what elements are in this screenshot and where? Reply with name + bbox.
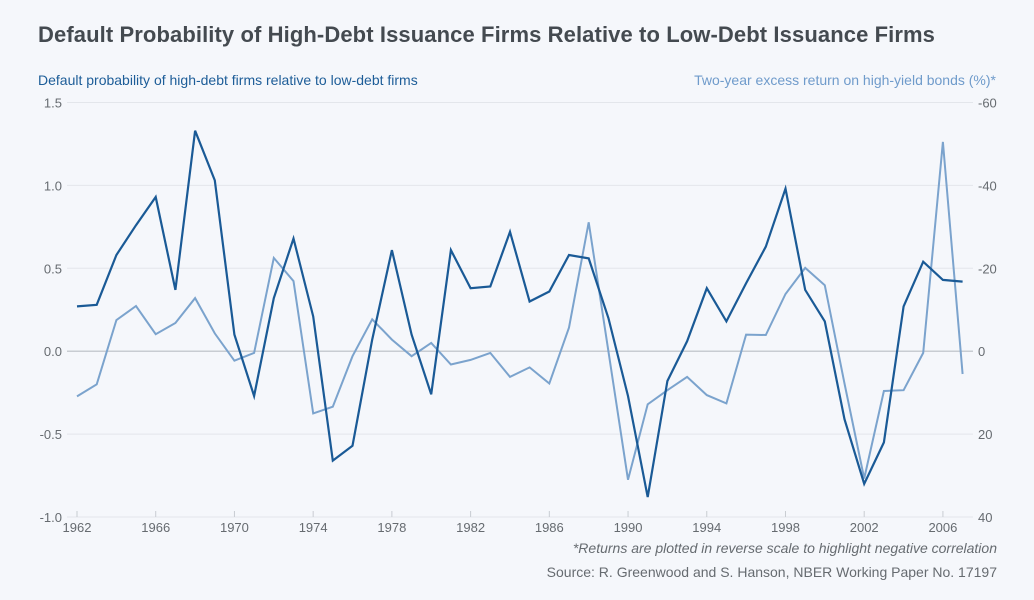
right-tick-label: 40 — [978, 510, 992, 525]
gridlines — [67, 102, 973, 518]
x-tick-label: 1998 — [771, 520, 800, 535]
right-axis-ticks: -60 -40 -20 0 20 40 — [978, 96, 997, 526]
x-tick-label: 1990 — [614, 520, 643, 535]
x-tick-label: 1986 — [535, 520, 564, 535]
right-tick-label: -40 — [978, 178, 997, 193]
right-tick-label: -20 — [978, 261, 997, 276]
right-tick-label: 20 — [978, 427, 992, 442]
x-tick-label: 1994 — [692, 520, 721, 535]
right-tick-label: 0 — [978, 344, 985, 359]
left-tick-label: 1.5 — [44, 96, 62, 111]
x-tick-label: 2002 — [850, 520, 879, 535]
x-tick-label: 2006 — [928, 520, 957, 535]
footnote: *Returns are plotted in reverse scale to… — [572, 540, 997, 556]
left-axis-title: Default probability of high-debt firms r… — [38, 72, 418, 88]
x-tick-label: 1970 — [220, 520, 249, 535]
left-tick-label: 0.5 — [44, 261, 62, 276]
excess-return-line — [76, 141, 964, 480]
left-tick-label: -0.5 — [40, 427, 62, 442]
series-lines — [76, 130, 964, 498]
x-tick-label: 1962 — [63, 520, 92, 535]
left-tick-label: -1.0 — [40, 510, 62, 525]
default-probability-line — [76, 130, 963, 498]
left-axis-ticks: 1.5 1.0 0.5 0.0 -0.5 -1.0 — [40, 96, 62, 526]
source-note: Source: R. Greenwood and S. Hanson, NBER… — [546, 564, 997, 580]
x-tick-label: 1966 — [141, 520, 170, 535]
x-axis-ticks: 1962 1966 1970 1974 1978 1982 1986 1990 1994 1998… — [63, 511, 957, 535]
x-tick-label: 1982 — [456, 520, 485, 535]
right-tick-label: -60 — [978, 96, 997, 111]
right-axis-title: Two-year excess return on high-yield bon… — [694, 72, 996, 88]
x-tick-label: 1978 — [377, 520, 406, 535]
chart-title: Default Probability of High-Debt Issuanc… — [38, 22, 936, 47]
left-tick-label: 1.0 — [44, 178, 62, 193]
left-tick-label: 0.0 — [44, 344, 62, 359]
x-tick-label: 1974 — [299, 520, 328, 535]
